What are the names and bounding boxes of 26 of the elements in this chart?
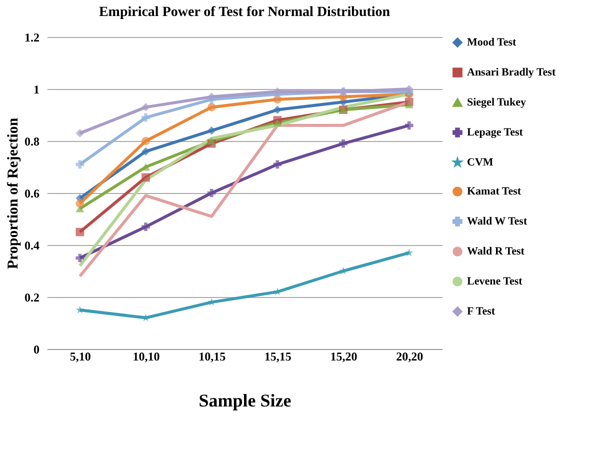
y-tick-label: 1.2 bbox=[24, 30, 40, 44]
legend-label: Ansari Bradly Test bbox=[467, 66, 556, 78]
y-tick-label: 0.8 bbox=[24, 134, 40, 148]
legend-label: F Test bbox=[467, 306, 496, 318]
y-tick-label: 0.6 bbox=[24, 186, 40, 200]
legend-label: CVM bbox=[467, 156, 494, 168]
legend-label: Wald R Test bbox=[467, 246, 525, 258]
x-tick-label: 15,15 bbox=[264, 350, 292, 364]
x-tick-label: 5,10 bbox=[70, 350, 91, 364]
x-tick-label: 10,15 bbox=[198, 350, 226, 364]
legend-label: Lepage Test bbox=[467, 126, 524, 138]
y-axis-title: Proportion of Rejection bbox=[6, 117, 22, 270]
y-tick-label: 0.2 bbox=[24, 290, 40, 304]
y-tick-label: 0 bbox=[34, 342, 40, 356]
legend-label: Wald W Test bbox=[467, 216, 528, 228]
x-tick-label: 15,20 bbox=[330, 350, 358, 364]
legend-label: Siegel Tukey bbox=[467, 96, 526, 108]
y-tick-label: 0.4 bbox=[24, 238, 40, 252]
legend-label: Levene Test bbox=[467, 276, 523, 288]
legend-label: Mood Test bbox=[467, 36, 517, 48]
legend-label: Kamat Test bbox=[467, 186, 522, 198]
x-axis-title: Sample Size bbox=[198, 390, 292, 410]
chart-title: Empirical Power of Test for Normal Distribution bbox=[98, 5, 390, 20]
x-tick-label: 20,20 bbox=[396, 350, 424, 364]
y-tick-label: 1 bbox=[34, 82, 40, 96]
x-tick-label: 10,10 bbox=[132, 350, 160, 364]
